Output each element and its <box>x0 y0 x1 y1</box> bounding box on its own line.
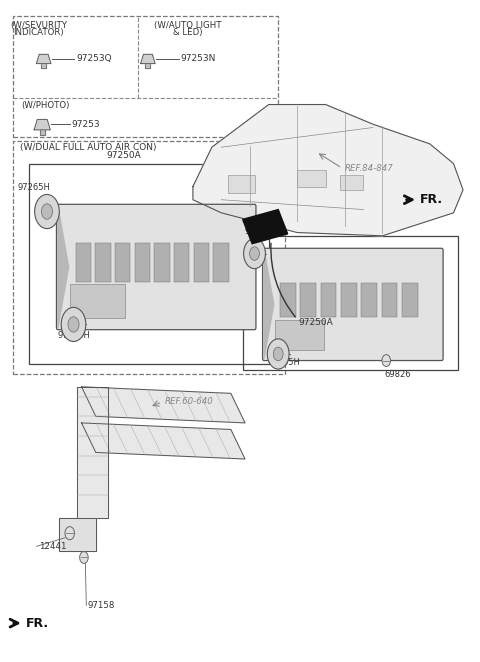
Bar <box>115 243 130 281</box>
Bar <box>213 243 228 281</box>
Bar <box>341 283 357 317</box>
Text: (W/PHOTO): (W/PHOTO) <box>22 101 70 110</box>
Polygon shape <box>39 130 45 135</box>
Circle shape <box>273 347 283 361</box>
Polygon shape <box>36 54 51 64</box>
Text: 97265H: 97265H <box>18 183 50 192</box>
Polygon shape <box>82 387 245 423</box>
Circle shape <box>267 339 289 369</box>
Bar <box>13 16 278 137</box>
Polygon shape <box>243 210 288 244</box>
Bar <box>95 243 110 281</box>
Bar <box>300 283 316 317</box>
Circle shape <box>68 316 79 332</box>
Polygon shape <box>77 387 108 518</box>
Text: FR.: FR. <box>26 616 49 630</box>
Text: 97253Q: 97253Q <box>76 54 111 63</box>
Text: 97158: 97158 <box>88 601 115 610</box>
Circle shape <box>244 238 265 269</box>
Text: 97253: 97253 <box>71 120 100 128</box>
Polygon shape <box>193 105 463 236</box>
Bar <box>70 284 125 318</box>
Polygon shape <box>264 250 274 359</box>
Text: (W/DUAL FULL AUTO AIR CON): (W/DUAL FULL AUTO AIR CON) <box>20 143 156 152</box>
Polygon shape <box>141 54 155 64</box>
Bar <box>29 164 269 364</box>
Text: 97265H: 97265H <box>244 227 277 236</box>
Text: 97265H: 97265H <box>58 330 91 340</box>
Bar <box>228 175 254 193</box>
Bar <box>243 236 458 370</box>
Bar <box>193 243 209 281</box>
Bar <box>280 283 296 317</box>
Circle shape <box>41 204 52 219</box>
Bar <box>134 243 150 281</box>
Circle shape <box>250 247 259 260</box>
Circle shape <box>382 355 391 367</box>
Circle shape <box>80 551 88 563</box>
Text: FR.: FR. <box>420 193 444 206</box>
Text: 97253N: 97253N <box>180 54 216 63</box>
Text: (W/AUTO LIGHT: (W/AUTO LIGHT <box>155 21 222 30</box>
Bar <box>361 283 377 317</box>
Polygon shape <box>145 64 150 68</box>
Text: REF.60-640: REF.60-640 <box>165 397 213 406</box>
Text: (W/SEVURITY: (W/SEVURITY <box>11 21 67 30</box>
Bar <box>340 175 363 190</box>
Bar <box>297 170 325 187</box>
Circle shape <box>35 195 60 228</box>
Polygon shape <box>58 207 69 328</box>
Text: 97250A: 97250A <box>107 151 142 160</box>
Text: & LED): & LED) <box>173 28 203 36</box>
FancyBboxPatch shape <box>263 248 443 361</box>
Circle shape <box>65 526 74 540</box>
Polygon shape <box>34 119 50 130</box>
Text: INDICATOR): INDICATOR) <box>13 28 64 36</box>
Bar <box>275 320 324 350</box>
Polygon shape <box>82 423 245 459</box>
Bar <box>13 140 285 373</box>
Bar <box>402 283 418 317</box>
Bar <box>174 243 189 281</box>
Text: 97265H: 97265H <box>267 358 300 367</box>
Text: 12441: 12441 <box>39 542 66 551</box>
Bar <box>382 283 397 317</box>
Text: 97250A: 97250A <box>298 318 333 327</box>
Text: REF.84-847: REF.84-847 <box>345 164 393 173</box>
Polygon shape <box>60 518 96 551</box>
Bar <box>321 283 336 317</box>
Polygon shape <box>41 64 46 68</box>
Text: 69826: 69826 <box>385 370 411 379</box>
Circle shape <box>61 307 86 342</box>
Bar <box>75 243 91 281</box>
Bar <box>154 243 169 281</box>
FancyBboxPatch shape <box>57 205 256 330</box>
